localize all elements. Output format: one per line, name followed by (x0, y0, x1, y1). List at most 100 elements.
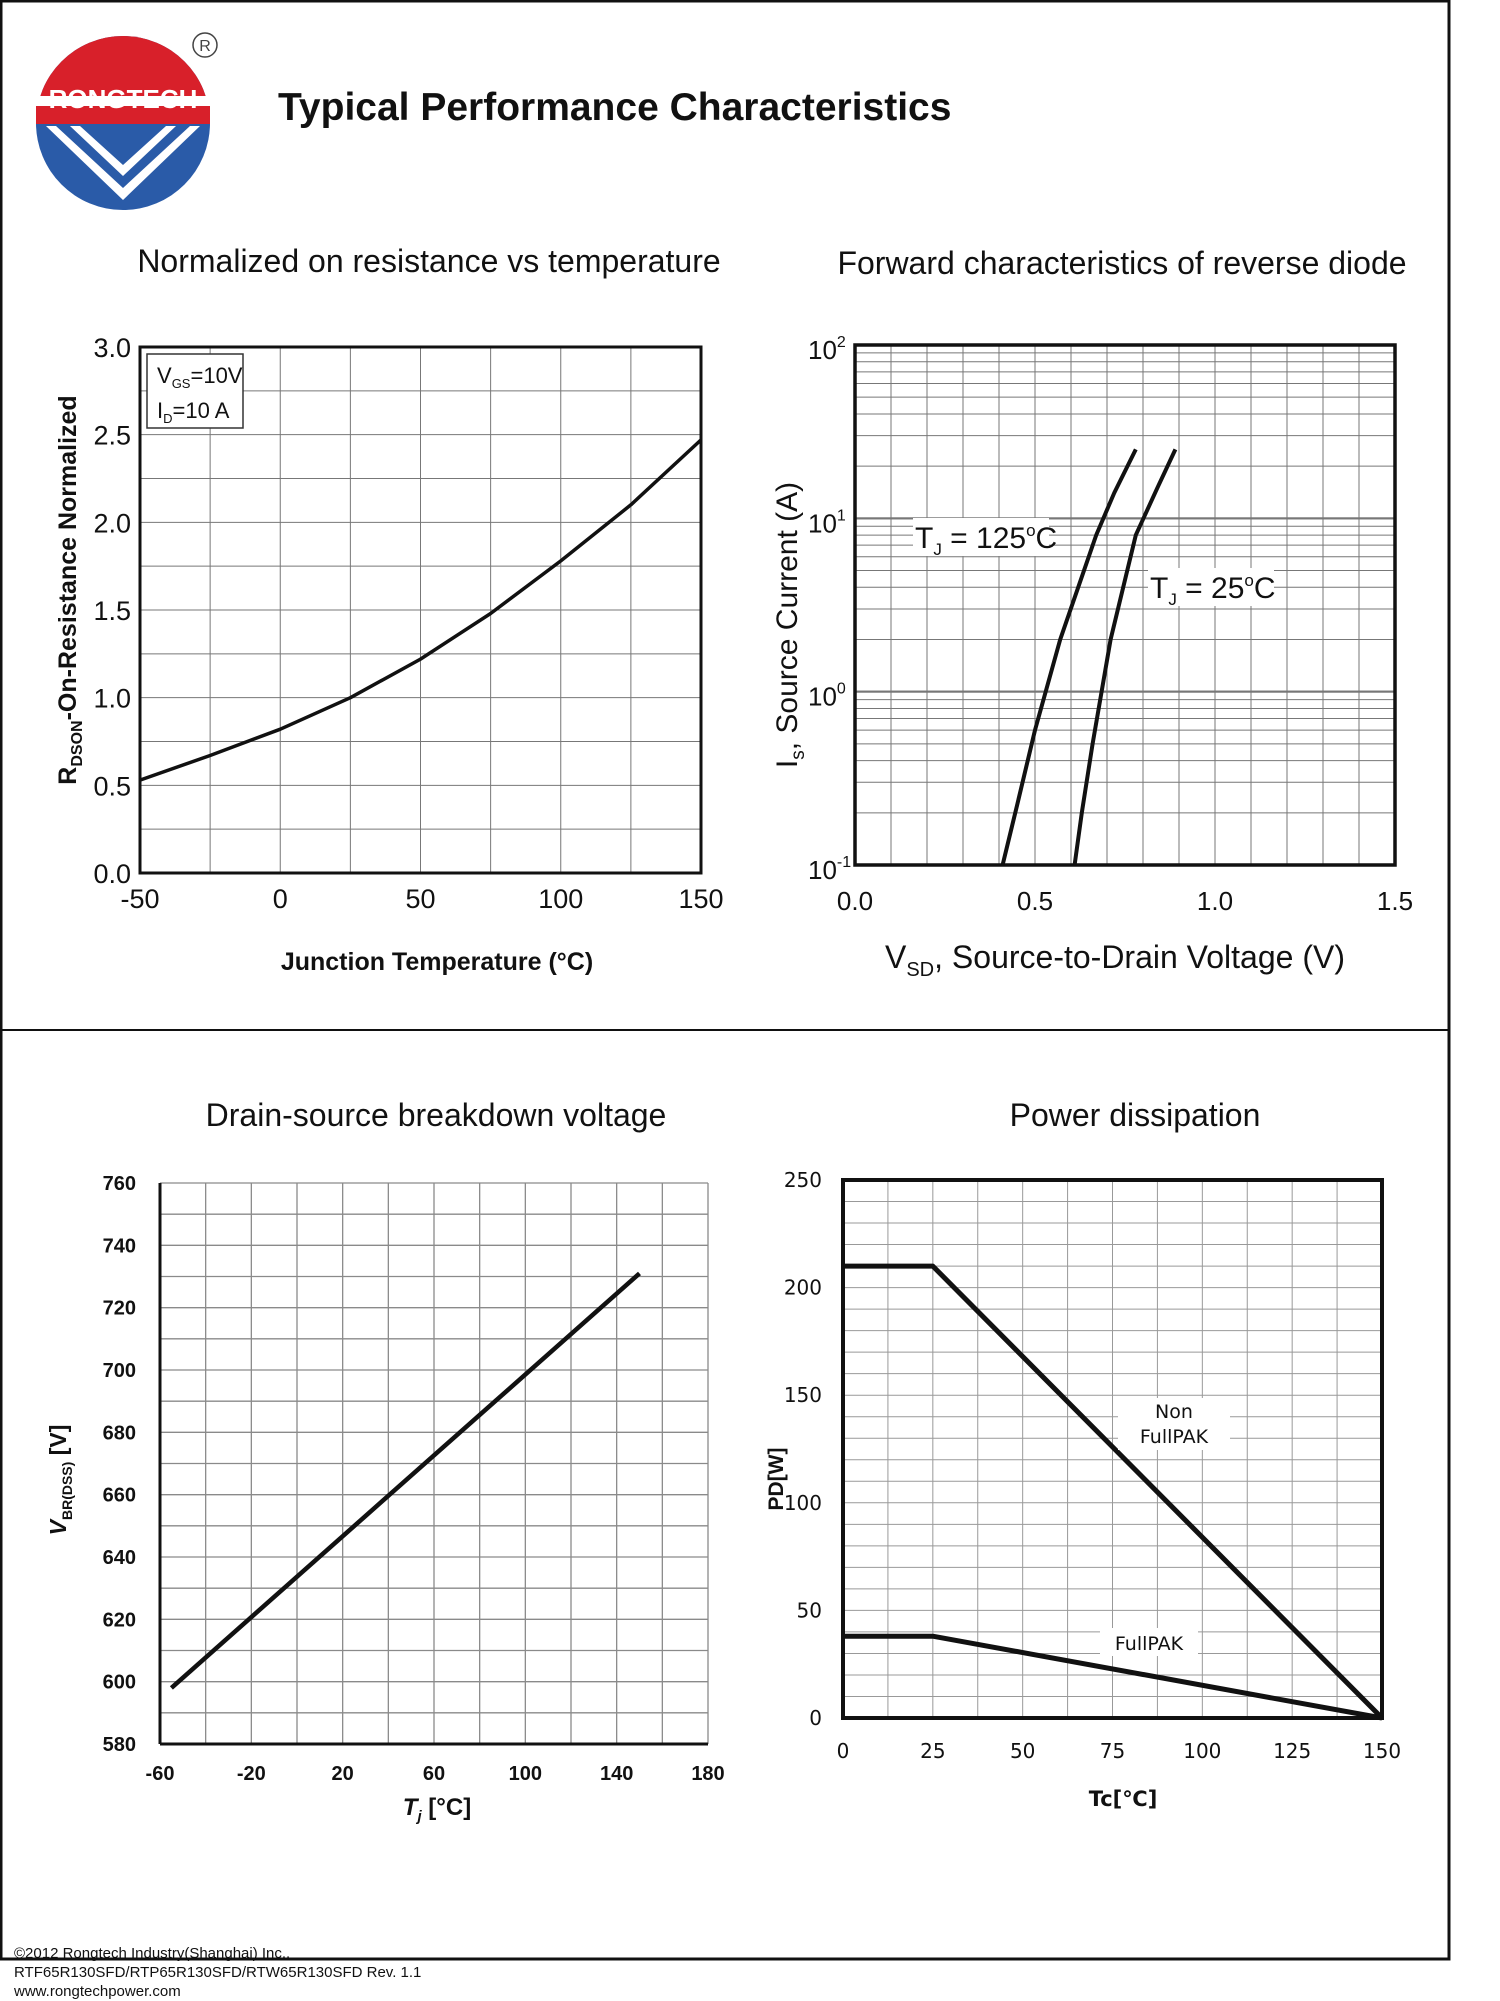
chart1-xtick-label: 150 (678, 884, 723, 914)
chart3-ytick-label: 620 (103, 1609, 136, 1631)
chart1-ytick-label: 1.0 (93, 684, 131, 714)
chart3-title: Drain-source breakdown voltage (206, 1097, 667, 1133)
chart4-series-line (843, 1263, 1384, 1720)
chart3-xtick-label: 100 (509, 1763, 542, 1785)
chart4-ytick-label: 100 (784, 1491, 822, 1515)
chart4-xtick-label: 50 (1010, 1739, 1035, 1763)
chart1-xtick-label: 100 (538, 884, 583, 914)
chart2-grid (854, 344, 1396, 866)
chart1-ytick-label: 2.0 (93, 508, 131, 538)
chart1-legend-box (146, 353, 244, 429)
chart4-xtick-label: 0 (837, 1739, 850, 1763)
chart4-xlabel: Tc[℃] (1089, 1787, 1158, 1811)
chart2-series-label: TJ = 125oC (915, 521, 1057, 559)
chart4-series-label-non: FullPAK (1140, 1426, 1209, 1448)
chart4-title: Power dissipation (1010, 1097, 1261, 1133)
chart4-label-bg (1118, 1398, 1230, 1450)
chart3-xlabel: Tj [°C] (403, 1794, 471, 1825)
chart4-grid (842, 1179, 1383, 1719)
chart2-title: Forward characteristics of reverse diode (837, 245, 1406, 281)
footer-website: www.rongtechpower.com (14, 1983, 181, 2000)
footer-part-numbers: RTF65R130SFD/RTP65R130SFD/RTW65R130SFD R… (14, 1964, 422, 1981)
chart2-xtick-label: 0.0 (837, 886, 873, 916)
chart3-ytick-label: 760 (103, 1173, 136, 1195)
chart1-frame (138, 345, 703, 875)
chart4-xtick-label: 75 (1100, 1739, 1125, 1763)
chart4-label-bg (1100, 1628, 1198, 1656)
chart1-ytick-label: 1.5 (93, 596, 131, 626)
chart-reverse-diode: 0.0 0.5 1.0 1.5 10-1 100 101 102 TJ = 125oC TJ = … (808, 334, 1413, 916)
page-border (0, 0, 1451, 1961)
chart4-series-line (843, 1633, 1383, 1721)
chart1-ytick-label: 2.5 (93, 421, 131, 451)
chart2-ytick-label: 102 (808, 334, 846, 365)
chart1-legend-vgs: VGS=10V (157, 363, 243, 391)
chart2-series-label-bg (1148, 568, 1274, 606)
chart4-ytick-label: 250 (784, 1168, 822, 1192)
chart4-ytick-label: 0 (809, 1706, 822, 1730)
chart4-series-label-fullpak: FullPAK (1115, 1633, 1184, 1655)
chart1-xtick-label: 50 (405, 884, 435, 914)
chart1-xlabel: Junction Temperature (°C) (281, 948, 593, 976)
chart4-xtick-label: 100 (1183, 1739, 1221, 1763)
chart4-xtick-label: 125 (1273, 1739, 1311, 1763)
chart3-ytick-label: 720 (103, 1298, 136, 1320)
chart4-ytick-label: 50 (797, 1598, 822, 1622)
chart1-ytick-label: 0.5 (93, 771, 131, 801)
logo-band-red (36, 106, 210, 124)
chart2-ytick-label: 10-1 (808, 854, 851, 885)
chart4-xtick-label: 150 (1363, 1739, 1401, 1763)
footer-copyright: ©2012 Rongtech Industry(Shanghai) Inc,. (14, 1945, 291, 1962)
chart3-ytick-label: 740 (103, 1235, 136, 1257)
logo-band-top (36, 96, 210, 106)
chart3-xtick-label: 20 (332, 1763, 354, 1785)
chart4-xtick-label: 25 (920, 1739, 945, 1763)
chart2-series-label-bg (913, 518, 1049, 556)
chart2-ytick-label: 100 (808, 681, 846, 712)
chart1-xtick-label: 0 (273, 884, 288, 914)
registered-mark: R (199, 38, 211, 55)
chart2-ylabel: Is, Source Current (A) (771, 482, 809, 768)
chart4-ytick-label: 200 (784, 1276, 822, 1300)
chart1-title: Normalized on resistance vs temperature (137, 243, 720, 279)
chart3-xtick-label: -60 (146, 1763, 175, 1785)
chart3-ytick-label: 600 (103, 1672, 136, 1694)
chart3-xtick-label: -20 (237, 1763, 266, 1785)
chart1-ytick-label: 0.0 (93, 859, 131, 889)
footer: ©2012 Rongtech Industry(Shanghai) Inc,. … (14, 1944, 421, 2001)
chart4-ytick-label: 150 (784, 1383, 822, 1407)
chart2-xtick-label: 0.5 (1017, 886, 1053, 916)
chart2-series-line (1000, 448, 1138, 866)
chart3-xtick-label: 180 (691, 1763, 724, 1785)
chart1-ytick-label: 3.0 (93, 333, 131, 363)
chart3-ylabel: VBR(DSS) [V] (45, 1425, 75, 1536)
chart2-xtick-label: 1.5 (1377, 886, 1413, 916)
chart1-ylabel: RDSON-On-Resistance Normalized (54, 395, 86, 784)
chart3-series-line (169, 1271, 641, 1690)
page-title: Typical Performance Characteristics (278, 86, 951, 129)
chart3-ytick-label: 580 (103, 1734, 136, 1756)
chart2-xlabel: VSD, Source-to-Drain Voltage (V) (885, 939, 1345, 981)
chart4-series-label-non: Non (1155, 1401, 1193, 1423)
chart-on-resistance: -50 0 50 100 150 0.0 0.5 1.0 1.5 2.0 2.5 3.0 VGS=10V… (93, 333, 723, 914)
chart1-series-line (139, 438, 703, 782)
chart3-ytick-label: 640 (103, 1547, 136, 1569)
chart2-ytick-label: 101 (808, 507, 846, 538)
chart3-ytick-label: 660 (103, 1485, 136, 1507)
chart4-ylabel: PD[W] (765, 1448, 788, 1511)
logo-chevron-inner (70, 126, 176, 176)
chart-breakdown-voltage: -60 -20 20 60 100 140 180 580 600 620 640 660 680 700… (103, 1173, 725, 1785)
chart1-legend-id: ID=10 A (157, 398, 230, 426)
chart1-xtick-label: -50 (120, 884, 159, 914)
chart2-series-line (1072, 448, 1178, 866)
rongtech-logo: RONGTECH (36, 36, 210, 210)
chart3-grid (159, 1182, 709, 1745)
chart3-xtick-label: 140 (600, 1763, 633, 1785)
chart2-series-label: TJ = 25oC (1150, 571, 1276, 609)
chart3-ytick-label: 700 (103, 1360, 136, 1382)
chart3-ytick-label: 680 (103, 1422, 136, 1444)
chart4-frame (841, 1178, 1384, 1720)
chart2-xtick-label: 1.0 (1197, 886, 1233, 916)
registered-mark-circle (192, 32, 218, 58)
